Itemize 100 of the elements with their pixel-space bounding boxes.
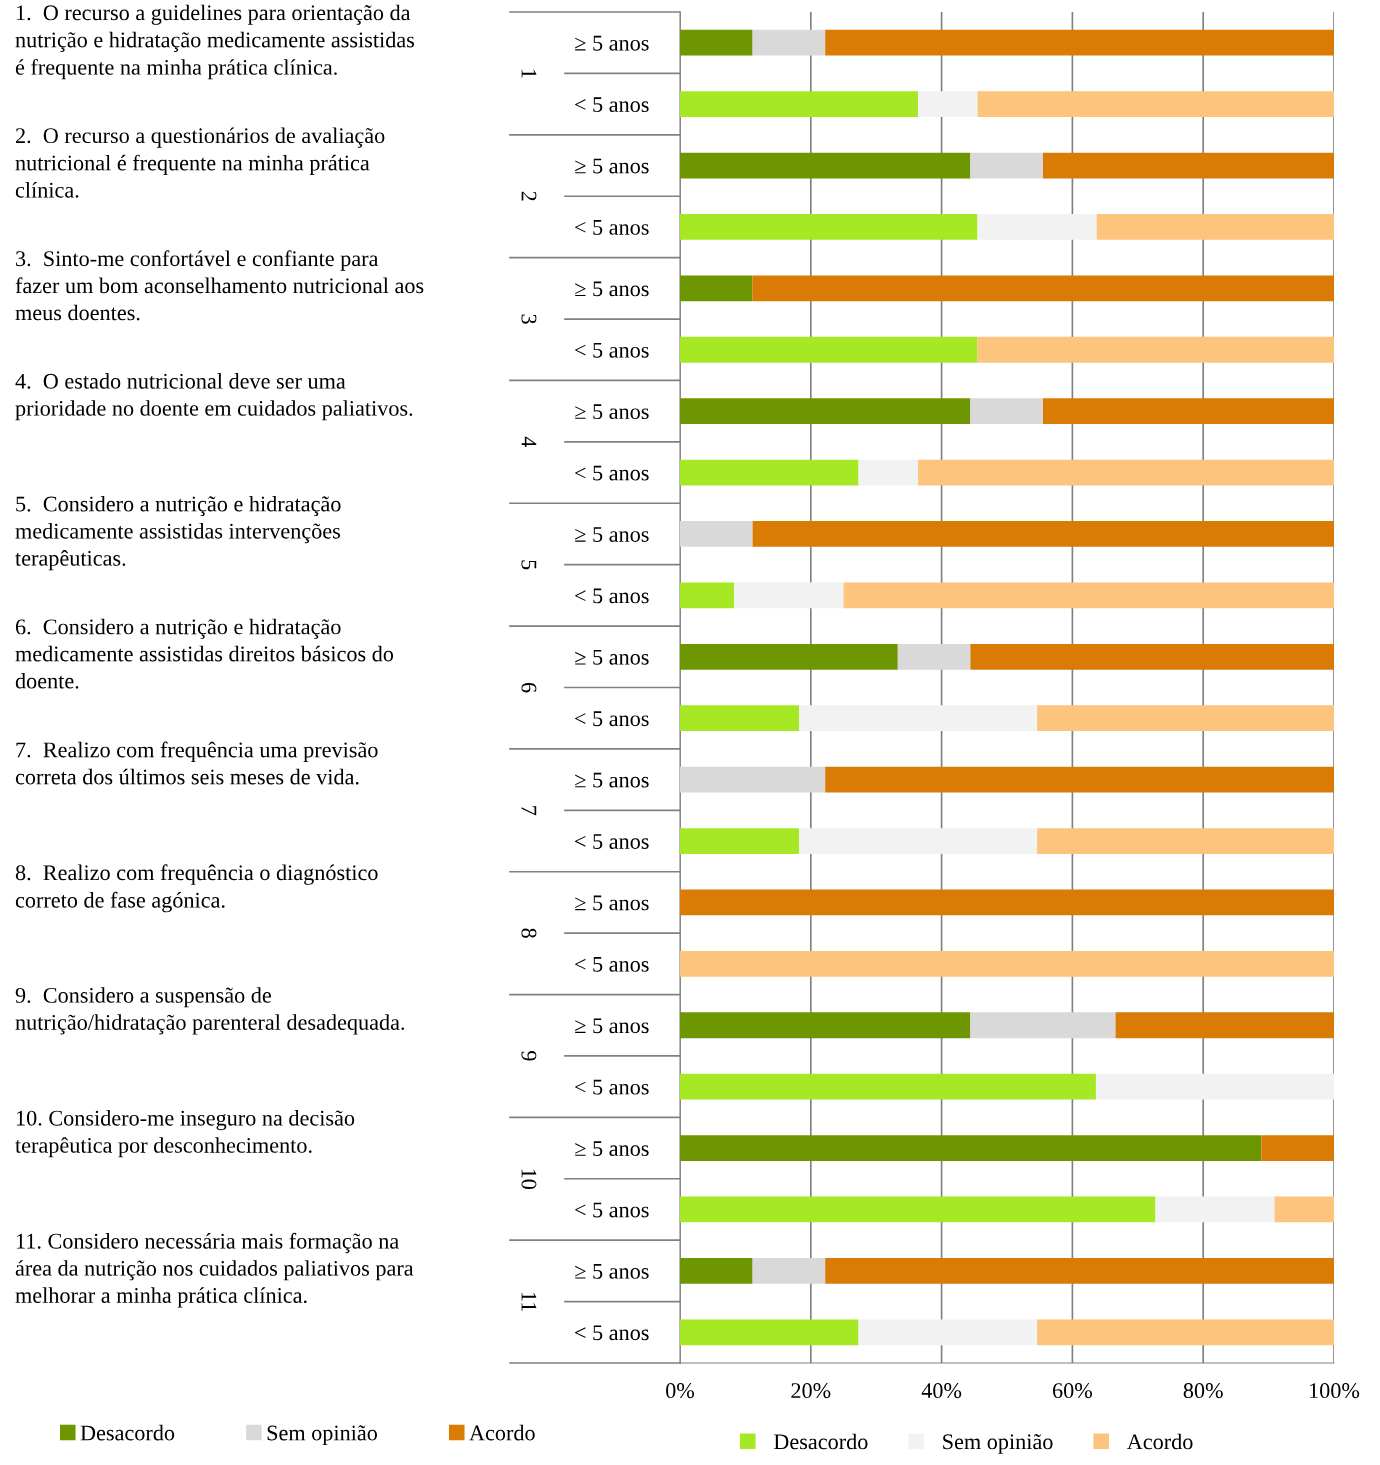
text: 6 [521,682,537,693]
y-tick-label: ≥ 5 anos [575,649,649,665]
y-tick-label: ≥ 5 anos [575,281,649,297]
y-tick-label: < 5 anos [575,465,649,481]
bar [680,766,826,793]
bar [680,643,898,670]
bar [680,705,800,732]
bar [1037,705,1334,732]
bar [1274,1196,1334,1223]
text: 6. Considero a nutrição e hidratação medicamente assistidas direitos básicos do doente. [15,618,394,689]
text: 4. O estado nutricional deve ser uma prioridade no doente em cuidados paliativos. [15,373,413,421]
bar [858,459,919,486]
bar [680,91,919,118]
bar [752,29,826,56]
y-tick-label: ≥ 5 anos [575,158,649,174]
bar [825,29,1334,56]
bar [970,643,1334,670]
text: 11 [521,1292,537,1311]
text: 4 [521,436,537,448]
legend-label: Desacordo [80,1424,175,1441]
bar [1261,1135,1334,1161]
y-tick-label: ≥ 5 anos [575,404,649,420]
bar [977,214,1097,240]
x-tick-label: 60% [1052,1383,1093,1399]
bar [977,91,1334,118]
text: 1 [521,69,537,78]
y-tick-label: < 5 anos [575,588,649,604]
y-tick-label: < 5 anos [575,834,649,849]
x-tick-label: 0% [666,1383,695,1399]
text: 10 [521,1169,537,1190]
text: 3 [521,314,537,324]
bar [1042,398,1334,425]
text: 9 [521,1051,537,1061]
y-tick-label: < 5 anos [575,957,649,972]
y-tick-label: < 5 anos [575,1202,649,1218]
bar [1095,1073,1334,1100]
bar [1115,1012,1334,1039]
bar [680,29,753,56]
legend-label: Desacordo [773,1433,868,1450]
legend-label: Acordo [1126,1433,1193,1450]
text: 11. Considero necessária mais formação na área da nutrição nos cuidados paliativos para melhorar a minha prática clínica. [15,1232,414,1308]
y-tick-label: ≥ 5 anos [575,772,649,788]
y-tick-label: ≥ 5 anos [575,527,649,542]
y-tick-label: ≥ 5 anos [575,1018,649,1034]
bar [825,1257,1334,1284]
bar [970,1012,1116,1039]
bar [897,643,971,670]
text: 9. Considero a suspensão de nutrição/hidratação parenteral desadequada. [15,987,405,1035]
y-tick-label: < 5 anos [575,1079,649,1095]
bar [680,1135,1262,1161]
x-tick-label: 80% [1183,1383,1223,1399]
bar [680,214,978,240]
y-tick-label: < 5 anos [575,220,649,235]
bar [680,1012,971,1039]
bar [752,275,1334,302]
text: 2. O recurso a questionários de avaliação nutricional é frequente na minha prática clínica. [15,127,385,198]
bar [680,336,978,363]
y-tick-label: < 5 anos [575,97,649,113]
bar [752,521,1334,547]
bar [680,521,753,547]
bar [752,1257,826,1284]
bar [680,1319,859,1346]
bar [680,275,753,302]
legend-label: Sem opinião [267,1425,378,1445]
bar [858,1319,1038,1346]
text: 8. Realizo com frequência o diagnóstico correto de fase agónica. [15,864,378,913]
text: 3. Sinto-me confortável e confiante para fazer um bom aconselhamento nutricional aos meus doentes. [15,250,424,321]
x-tick-label: 40% [921,1383,962,1399]
text: 7. Realizo com frequência uma previsão correta dos últimos seis meses de vida. [15,741,378,785]
bar [680,950,1334,977]
bar [680,1196,1156,1223]
bar [1155,1196,1275,1223]
legend-label: Acordo [469,1424,535,1441]
x-tick-label: 20% [791,1383,831,1399]
bar [970,398,1043,425]
y-tick-label: ≥ 5 anos [575,1141,649,1156]
y-tick-label: < 5 anos [575,1325,649,1341]
bar [680,152,971,179]
bar [1037,1319,1334,1346]
bar [799,828,1038,854]
bar [680,459,859,486]
text: 2 [521,191,537,201]
text: 5 [521,560,537,570]
bar [1042,152,1334,179]
bar [1037,828,1334,854]
bar [918,459,1334,486]
bar [1096,214,1334,240]
bar [680,828,800,854]
text: 5. Considero a nutrição e hidratação medicamente assistidas intervenções terapêuticas. [15,495,341,571]
y-tick-label: ≥ 5 anos [575,1264,649,1279]
bar [734,582,844,609]
bar [977,336,1334,363]
bar [680,398,971,425]
legend-label: Sem opinião [943,1434,1053,1454]
x-tick-label: 100% [1310,1383,1360,1399]
bar [799,705,1038,732]
bar [680,1257,753,1284]
bar [843,582,1334,609]
bar [680,582,735,609]
text: 1. O recurso a guidelines para orientação da nutrição e hidratação medicamente assistidas é frequente na minha prática clínica. [15,4,415,80]
